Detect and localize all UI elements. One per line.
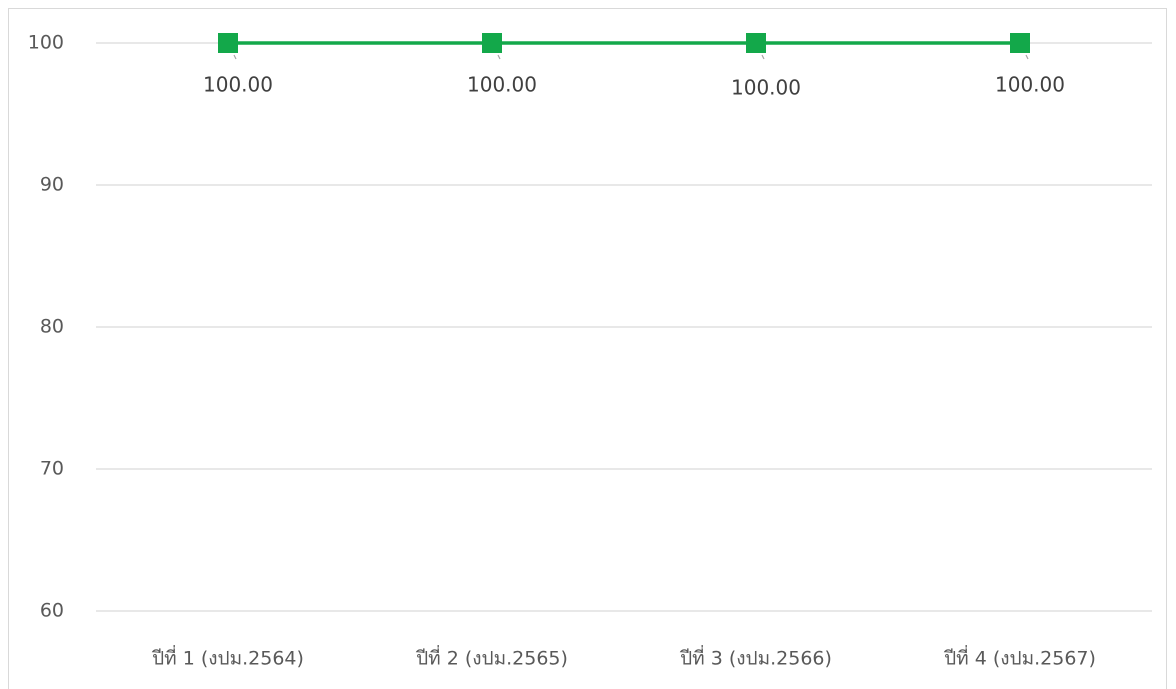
x-tick-label: ปีที่ 2 (งปม.2565)	[415, 645, 568, 670]
marker	[1010, 33, 1030, 53]
data-label: 100.00	[467, 73, 537, 97]
leader-line	[233, 54, 237, 60]
marker	[482, 33, 502, 53]
leader-line	[761, 54, 765, 60]
data-label: 100.00	[731, 76, 801, 100]
x-tick-label: ปีที่ 4 (งปม.2567)	[943, 645, 1096, 670]
chart-border	[8, 8, 1167, 689]
marker	[746, 33, 766, 53]
marker	[218, 33, 238, 53]
y-tick-label: 100	[28, 32, 64, 54]
data-label: 100.00	[995, 73, 1065, 97]
x-tick-label: ปีที่ 1 (งปม.2564)	[151, 645, 304, 670]
data-label: 100.00	[203, 73, 273, 97]
y-tick-label: 90	[40, 174, 64, 196]
leader-line	[1025, 54, 1029, 60]
leader-line	[497, 54, 501, 60]
y-tick-label: 80	[40, 316, 64, 338]
y-tick-label: 60	[40, 600, 64, 622]
y-tick-label: 70	[40, 458, 64, 480]
x-tick-label: ปีที่ 3 (งปม.2566)	[679, 645, 832, 670]
